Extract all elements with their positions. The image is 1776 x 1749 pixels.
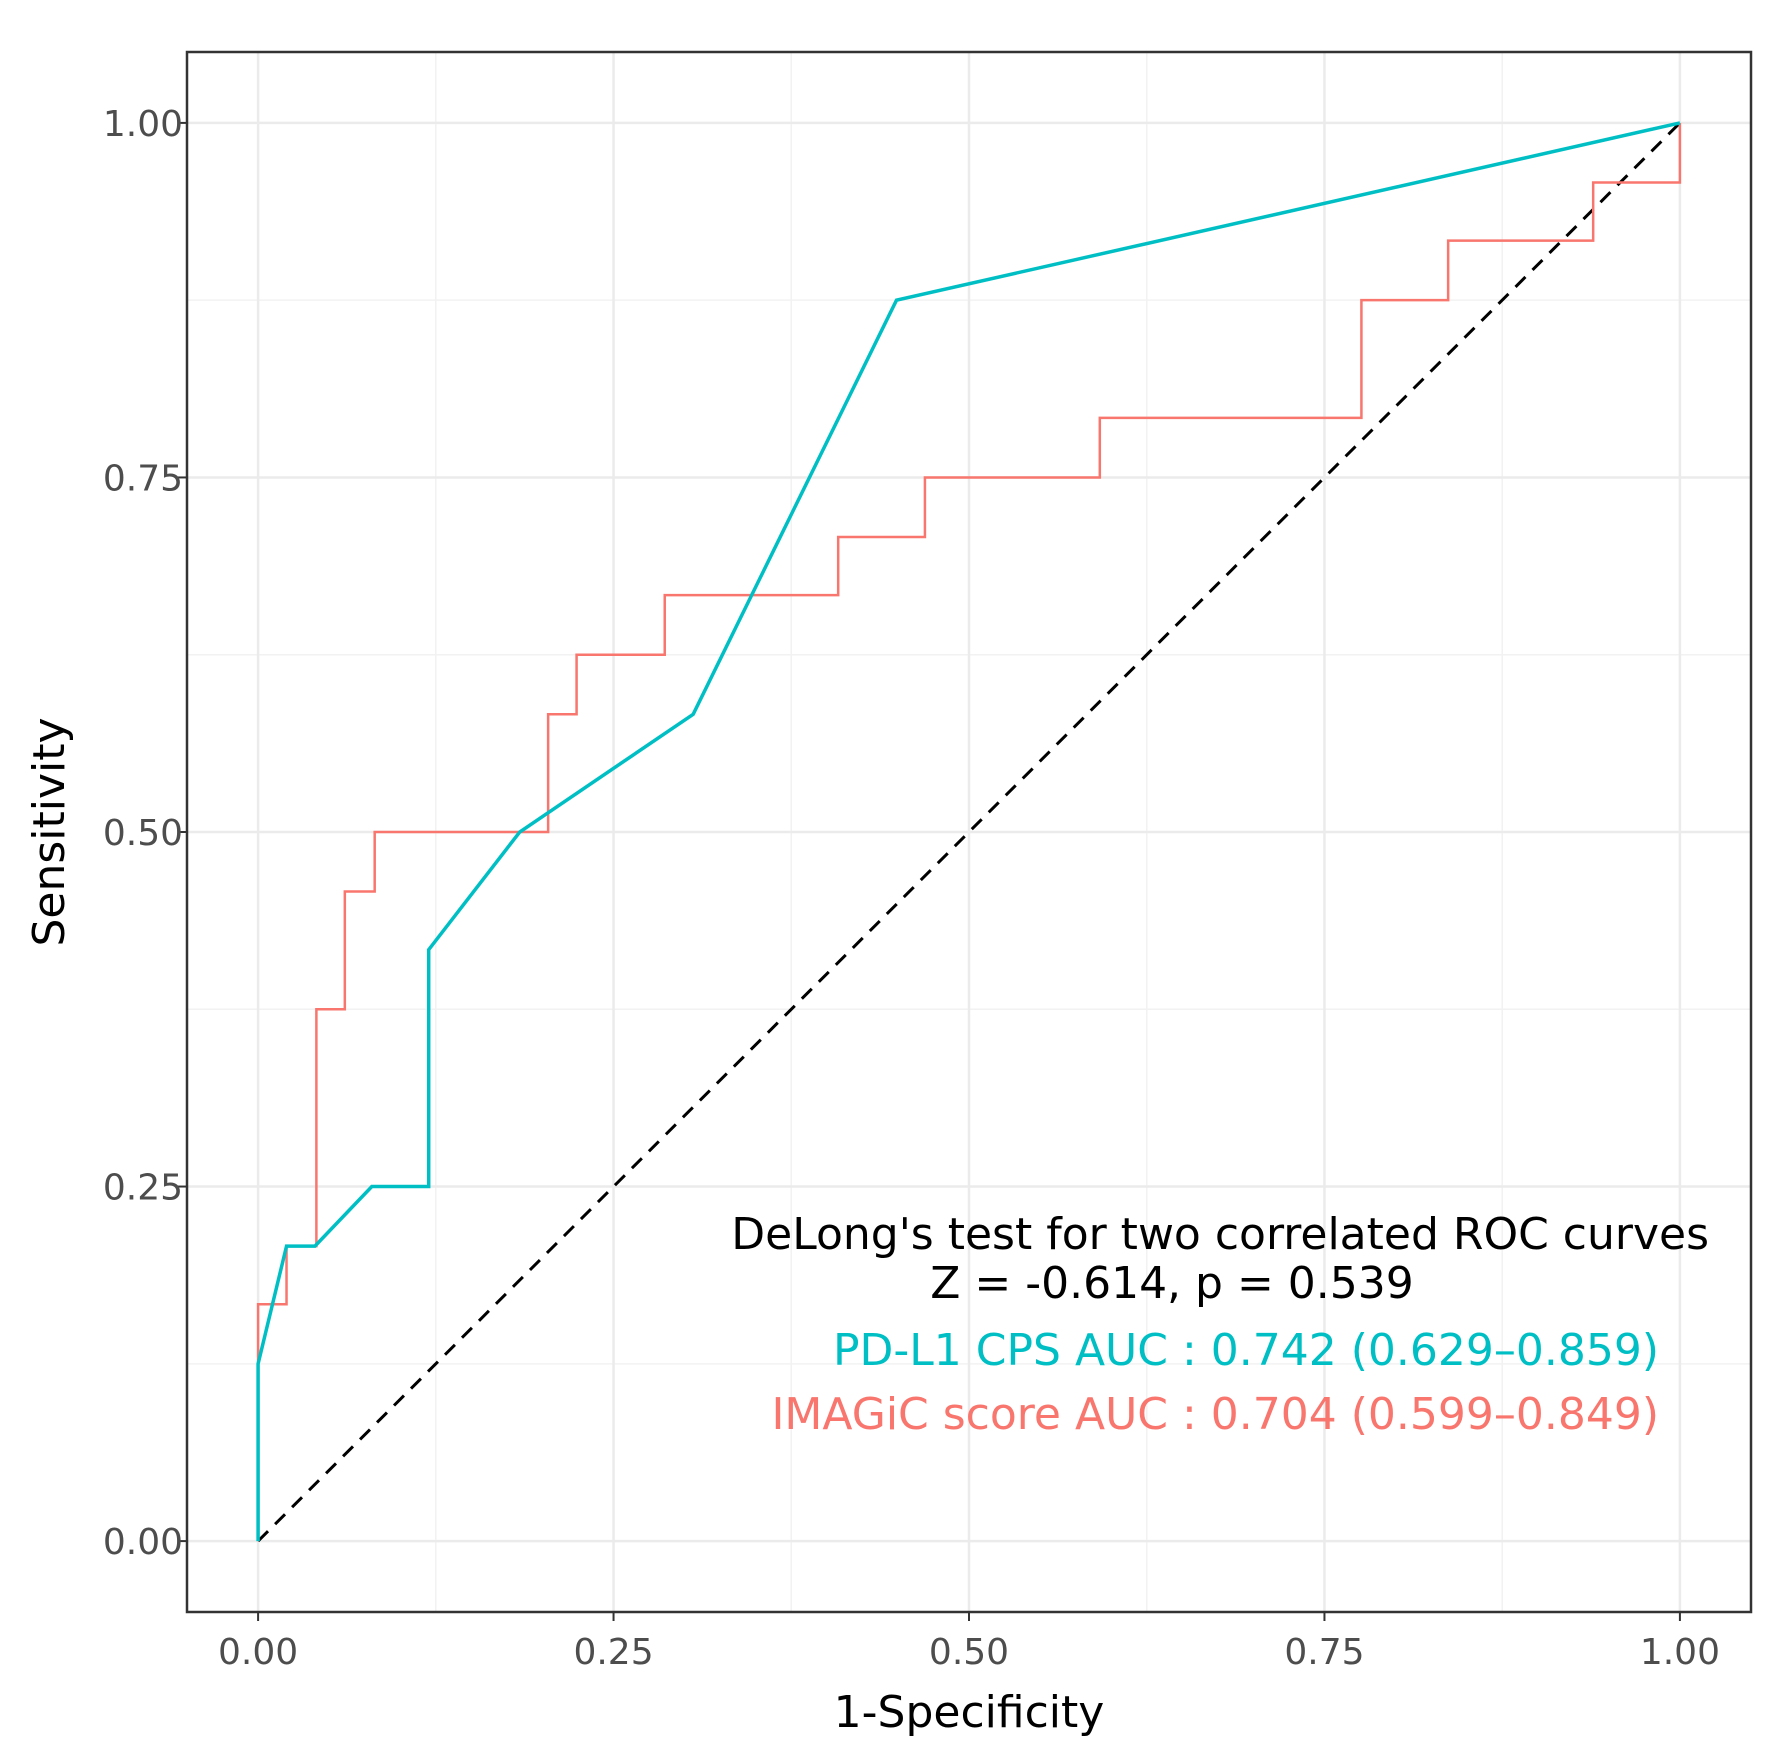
auc-pdl1-label: PD-L1 CPS AUC : 0.742 (0.629–0.859) [833, 1325, 1659, 1376]
y-tick-label: 0.50 [103, 813, 183, 854]
x-axis-ticks: 0.00 0.25 0.50 0.75 1.00 [218, 1612, 1720, 1673]
x-tick-label: 0.00 [218, 1632, 298, 1673]
series-layer [256, 121, 1682, 1542]
y-tick-label: 1.00 [103, 104, 183, 145]
y-tick-label: 0.75 [103, 458, 183, 499]
roc-curve-pd-l1-cps [256, 121, 1681, 1542]
y-axis-ticks: 0.00 0.25 0.50 0.75 1.00 [103, 104, 187, 1563]
y-tick-label: 0.00 [103, 1522, 183, 1563]
y-tick-label: 0.25 [103, 1168, 183, 1209]
delong-test-stats: Z = -0.614, p = 0.539 [930, 1258, 1414, 1309]
delong-test-title: DeLong's test for two correlated ROC cur… [731, 1209, 1709, 1260]
x-axis-title: 1-Specificity [834, 1687, 1105, 1738]
x-tick-label: 0.25 [573, 1632, 653, 1673]
x-tick-label: 1.00 [1640, 1632, 1720, 1673]
roc-curve-imagic-score [256, 122, 1682, 1542]
auc-imagic-label: IMAGiC score AUC : 0.704 (0.599–0.849) [771, 1389, 1659, 1440]
x-tick-label: 0.50 [929, 1632, 1009, 1673]
x-tick-label: 0.75 [1284, 1632, 1364, 1673]
y-axis-title: Sensitivity [24, 717, 75, 946]
